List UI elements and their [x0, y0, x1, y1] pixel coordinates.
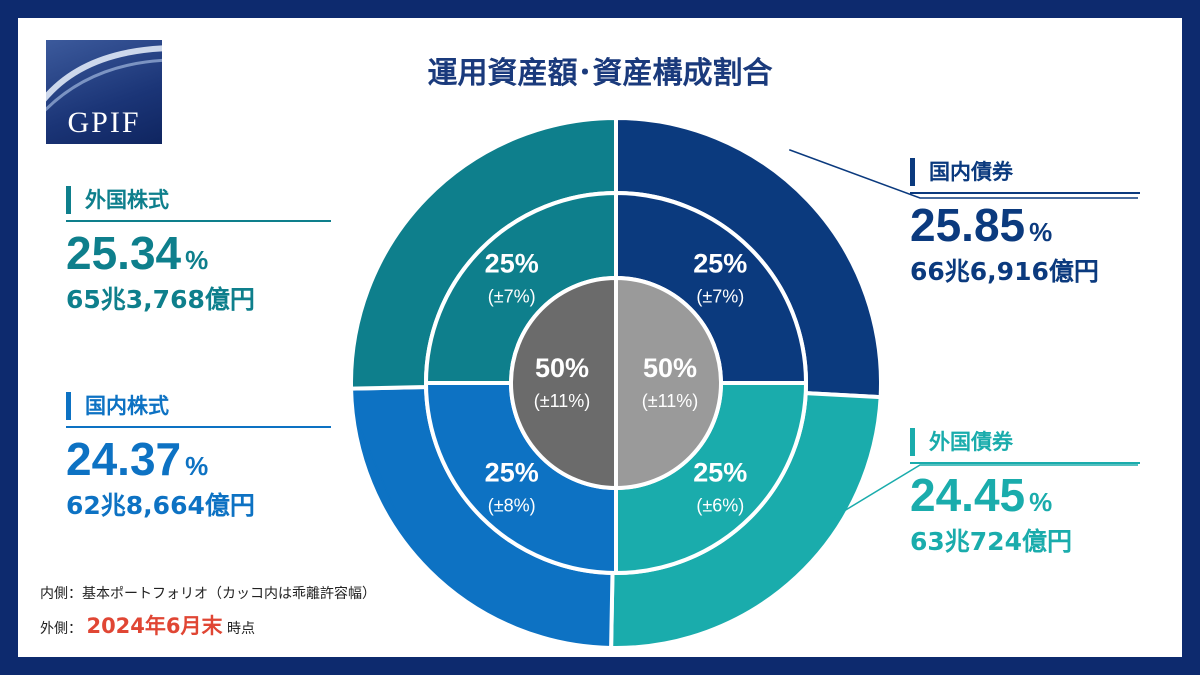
leader-line: [358, 427, 396, 511]
inner-tolerance-label: (±7%): [696, 287, 744, 307]
center-pct-label: 50%: [643, 353, 697, 383]
category-name: 国内債券: [910, 158, 1170, 186]
inner-tolerance-label: (±7%): [488, 287, 536, 307]
pct-value: 24.37: [66, 433, 182, 485]
label-domestic-bond: 国内債券 25.85% 66兆6,916億円: [910, 158, 1170, 287]
percentage: 25.85%: [910, 200, 1170, 257]
pct-unit: %: [185, 451, 209, 481]
center-bond-half: [614, 275, 723, 491]
pct-value: 25.85: [910, 199, 1026, 251]
inner-pct-label: 25%: [693, 457, 747, 487]
inner-tolerance-label: (±8%): [488, 495, 536, 515]
category-underline: [910, 462, 1140, 464]
pct-value: 25.34: [66, 227, 182, 279]
gpif-logo: GPIF: [46, 40, 162, 144]
inner-text: 基本ポートフォリオ（カッコ内は乖離許容幅）: [82, 586, 376, 602]
outer-suffix: 時点: [226, 621, 255, 637]
category-name: 外国債券: [910, 428, 1170, 456]
label-foreign-bond: 外国債券 24.45% 63兆724億円: [910, 428, 1170, 557]
amount: 62兆8,664億円: [66, 491, 255, 520]
inner-tolerance-label: (±6%): [696, 495, 744, 515]
amount: 63兆724億円: [910, 527, 1072, 556]
outer-date: 2024年6月末: [86, 614, 223, 638]
amount: 65兆3,768億円: [66, 285, 255, 314]
inner-pct-label: 25%: [485, 249, 539, 279]
percentage: 24.37%: [66, 434, 386, 491]
pct-unit: %: [1029, 487, 1053, 517]
donut-chart: 25% (±7%) 25% (±6%) 25% (±8%) 25% (±7%) 50% (±11%…: [349, 115, 1138, 650]
amount: 66兆6,916億円: [910, 257, 1099, 286]
center-tolerance-label: (±11%): [642, 391, 699, 411]
leader-line: [788, 149, 1138, 199]
pct-unit: %: [185, 245, 209, 275]
category-name: 国内株式: [66, 392, 386, 420]
percentage: 25.34%: [66, 228, 386, 285]
center-equity-half: [509, 275, 618, 491]
pct-value: 24.45: [910, 469, 1026, 521]
pct-unit: %: [1029, 217, 1053, 247]
label-foreign-equity: 外国株式 25.34% 65兆3,768億円: [66, 186, 386, 315]
inner-pct-label: 25%: [485, 457, 539, 487]
category-name: 外国株式: [66, 186, 386, 214]
percentage: 24.45%: [910, 470, 1170, 527]
leader-line: [831, 464, 1138, 519]
chart-title: 運用資産額･資産構成割合: [427, 56, 773, 91]
footer-outer-note: 外側： 2024年6月末 時点: [40, 610, 255, 640]
label-domestic-equity: 国内株式 24.37% 62兆8,664億円: [66, 392, 386, 521]
logo-text: GPIF: [67, 106, 141, 139]
footer-inner-note: 内側：基本ポートフォリオ（カッコ内は乖離許容幅）: [40, 583, 376, 603]
inner-prefix: 内側：: [40, 586, 82, 602]
center-tolerance-label: (±11%): [534, 391, 591, 411]
center-pct-label: 50%: [535, 353, 589, 383]
inner-pct-label: 25%: [693, 249, 747, 279]
category-underline: [66, 220, 331, 222]
category-underline: [66, 426, 331, 428]
outer-prefix: 外側：: [40, 621, 82, 637]
category-underline: [910, 192, 1140, 194]
